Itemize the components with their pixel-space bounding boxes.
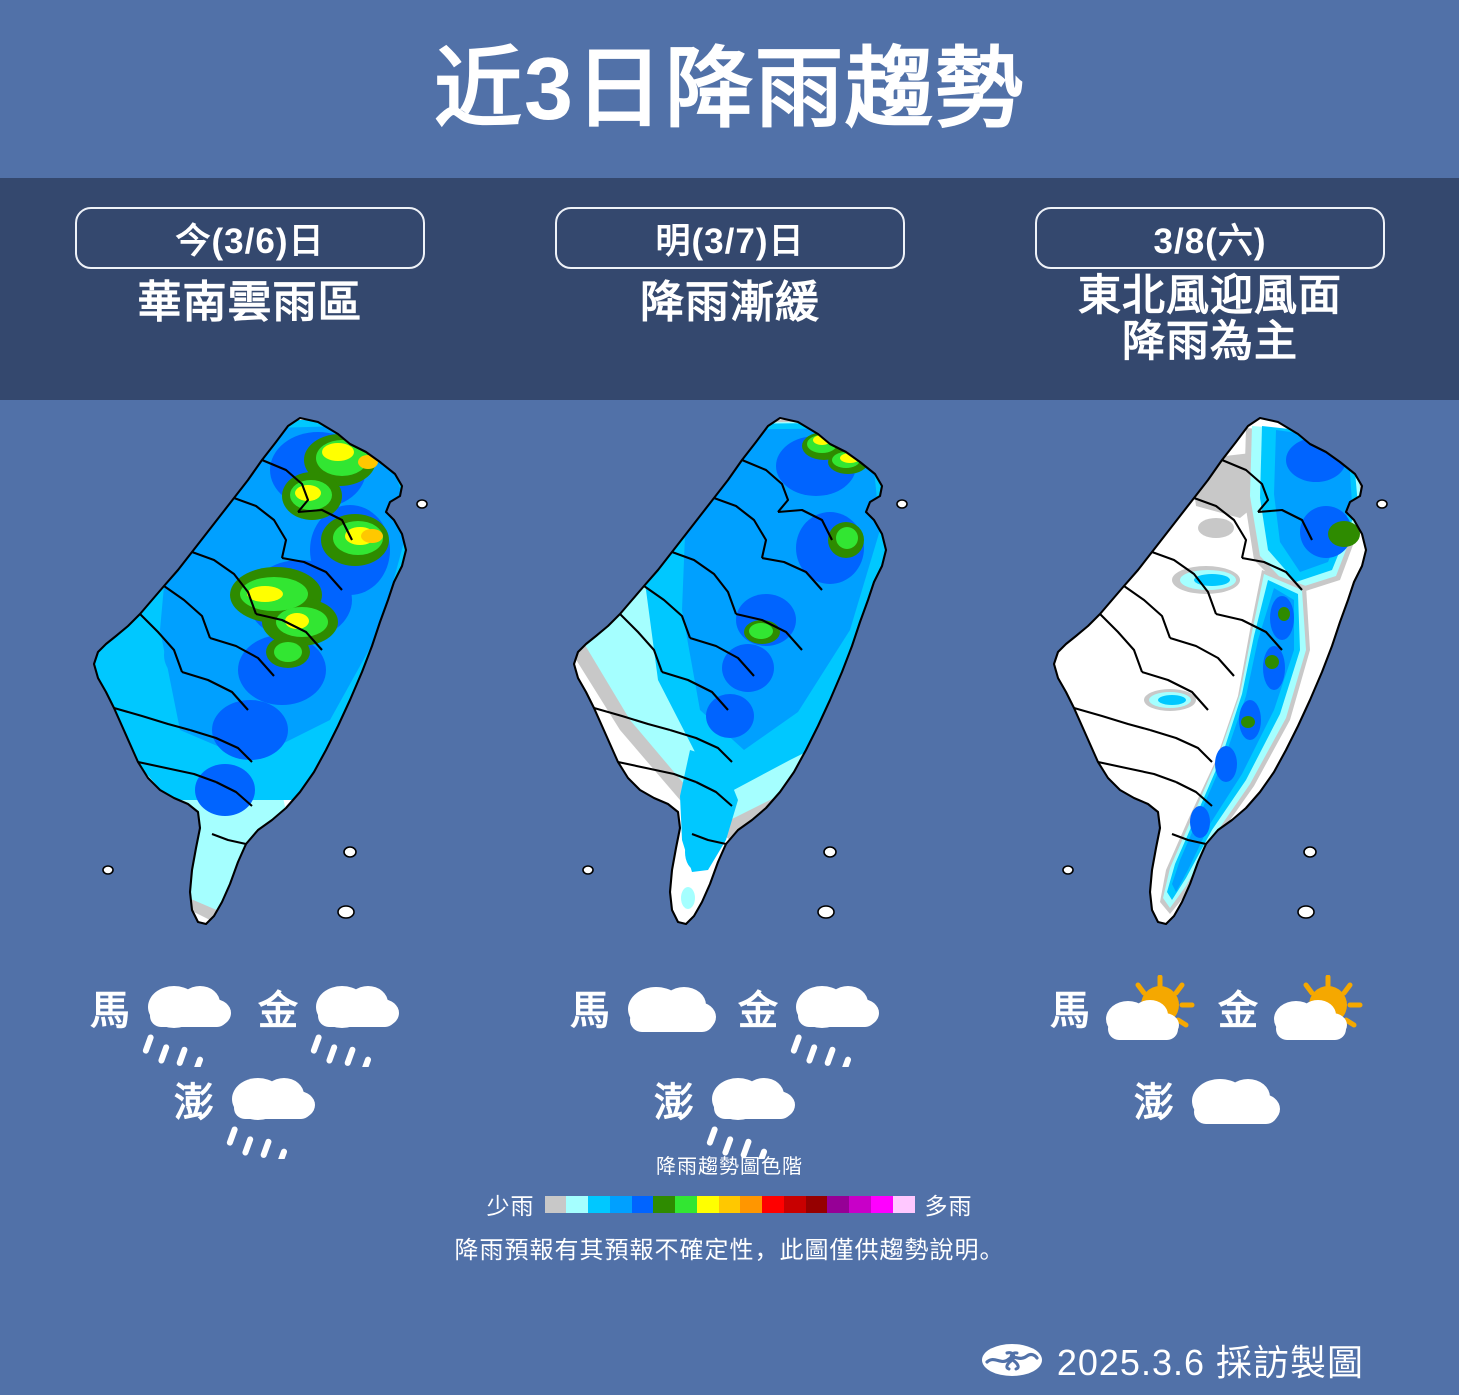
rainfall-maps-row: [0, 400, 1459, 980]
legend-high-label: 多雨: [924, 1193, 973, 1219]
island-label-matsu-1: 馬: [90, 989, 130, 1033]
day-caption-3-line-2: 降雨為主: [1122, 318, 1298, 367]
day-header-column-2: 明(3/7)日 降雨漸緩: [490, 178, 970, 400]
island-forecast-matsu-1: 馬: [90, 975, 242, 1067]
island-label-kinmen-1: 金: [258, 989, 298, 1033]
taiwan-map-svg-3: [1052, 416, 1388, 926]
rain-cloud-icon: [226, 1078, 315, 1159]
day-caption-2: 降雨漸緩: [640, 278, 820, 327]
island-forecast-kinmen-2: 金: [738, 975, 890, 1067]
island-forecast-group-3: 馬 金: [970, 975, 1450, 1160]
day-caption-1: 華南雲雨區: [137, 278, 363, 327]
day-caption-3-line-1: 東北風迎風面: [1078, 272, 1342, 320]
day-chip-3[interactable]: 3/8(六): [1035, 207, 1385, 269]
legend-swatch-6: [675, 1195, 697, 1213]
rain-cloud-icon: [790, 986, 879, 1067]
legend-swatch-14: [849, 1195, 871, 1213]
page-title: 近3日降雨趨勢: [434, 39, 1025, 138]
legend-swatch-12: [805, 1195, 828, 1213]
island-forecast-matsu-2: 馬: [570, 975, 722, 1067]
island-label-kinmen-2: 金: [738, 989, 778, 1033]
island-label-penghu-2: 澎: [654, 1081, 694, 1125]
legend-swatch-0: [544, 1195, 567, 1213]
rain-cloud-icon: [142, 986, 231, 1067]
taiwan-map-svg-2: [572, 416, 908, 926]
day-chip-1[interactable]: 今(3/6)日: [75, 207, 425, 269]
island-forecast-penghu-1: 澎: [174, 1067, 326, 1159]
legend-scale-row: 少雨 多雨: [0, 1187, 1459, 1221]
island-label-matsu-2: 馬: [570, 989, 610, 1033]
day-header-column-3: 3/8(六) 東北風迎風面 降雨為主: [970, 178, 1450, 400]
rain-cloud-icon: [706, 1078, 795, 1159]
legend-swatch-8: [718, 1195, 741, 1213]
legend-swatch-2: [588, 1195, 610, 1213]
legend-swatch-15: [870, 1195, 893, 1213]
legend-title: 降雨趨勢圖色階: [656, 1156, 803, 1178]
island-forecast-matsu-3: 馬: [1050, 975, 1202, 1067]
rainfall-map-day-3: [970, 400, 1450, 980]
rainfall-map-day-2: [490, 400, 970, 980]
title-bar: 近3日降雨趨勢: [0, 0, 1459, 178]
island-label-kinmen-3: 金: [1218, 989, 1258, 1033]
island-label-penghu-3: 澎: [1134, 1081, 1174, 1125]
legend-swatch-16: [892, 1195, 915, 1213]
island-forecast-kinmen-1: 金: [258, 975, 410, 1067]
legend-colorbar: [544, 1195, 915, 1213]
island-forecast-group-2: 馬 金: [490, 975, 970, 1160]
cloud-icon: [628, 987, 716, 1032]
island-label-matsu-3: 馬: [1050, 989, 1090, 1033]
day-headers-band: 今(3/6)日 華南雲雨區 明(3/7)日 降雨漸緩 3/8(六) 東北風迎風面…: [0, 178, 1459, 400]
legend-swatch-3: [609, 1195, 632, 1213]
island-label-penghu-1: 澎: [174, 1081, 214, 1125]
day-chip-2[interactable]: 明(3/7)日: [555, 207, 905, 269]
wave-oval-logo-icon: [981, 1344, 1042, 1376]
cloud-icon: [1192, 1079, 1280, 1124]
island-forecast-penghu-2: 澎: [654, 1067, 806, 1159]
legend-swatch-5: [653, 1195, 676, 1213]
rainfall-map-day-1: [10, 400, 490, 980]
island-forecast-kinmen-3: 金: [1218, 975, 1370, 1067]
taiwan-map-svg-1: [92, 416, 428, 926]
footer-credit: 2025.3.6 採訪製圖: [1056, 1342, 1364, 1383]
island-forecast-group-1: 馬 金: [10, 975, 490, 1160]
rain-cloud-icon: [310, 986, 399, 1067]
legend-swatch-10: [762, 1195, 784, 1213]
legend-swatch-1: [566, 1195, 589, 1213]
legend-swatch-11: [783, 1195, 806, 1213]
legend: 降雨趨勢圖色階 少雨 多雨 降雨預報有其預報不確定性，此圖僅供趨勢說明。: [0, 1150, 1459, 1265]
legend-low-label: 少雨: [486, 1193, 535, 1219]
legend-swatch-7: [696, 1195, 719, 1213]
footer: 2025.3.6 採訪製圖: [981, 1334, 1364, 1386]
island-forecast-penghu-3: 澎: [1134, 1067, 1286, 1159]
legend-swatch-4: [631, 1195, 654, 1213]
sun-cloud-icon: [1274, 975, 1363, 1040]
legend-swatch-9: [740, 1195, 763, 1213]
legend-swatch-13: [827, 1195, 850, 1213]
day-header-column-1: 今(3/6)日 華南雲雨區: [10, 178, 490, 400]
legend-disclaimer: 降雨預報有其預報不確定性，此圖僅供趨勢說明。: [454, 1237, 1005, 1264]
sun-cloud-icon: [1106, 975, 1195, 1040]
